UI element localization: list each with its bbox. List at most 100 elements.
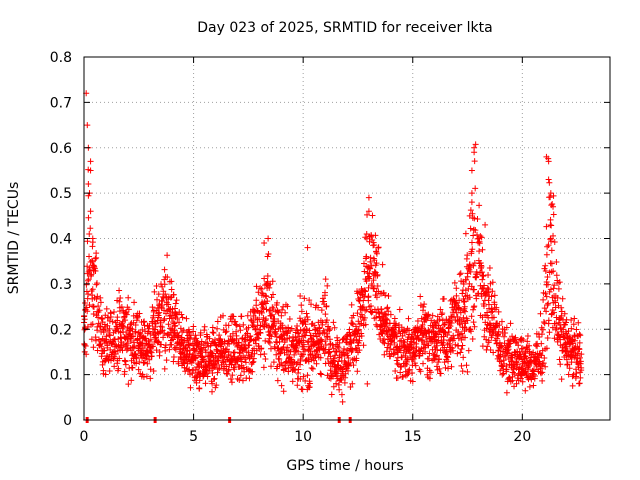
data-point — [140, 319, 147, 326]
data-point — [542, 262, 549, 269]
data-point — [538, 331, 545, 338]
data-point — [200, 344, 207, 351]
data-point — [564, 361, 571, 368]
data-point — [409, 378, 416, 385]
data-point — [304, 313, 311, 320]
data-point — [153, 283, 160, 290]
data-point — [265, 235, 272, 242]
data-point — [577, 332, 584, 339]
data-point — [84, 308, 91, 315]
data-point — [385, 324, 392, 331]
data-point — [134, 335, 141, 342]
data-point — [576, 331, 583, 338]
data-point — [331, 355, 338, 362]
data-point — [334, 334, 341, 341]
x-tick-label: 10 — [294, 429, 312, 445]
data-point — [214, 325, 221, 332]
data-point — [238, 358, 245, 365]
data-point — [162, 291, 169, 298]
data-point — [354, 310, 361, 317]
data-point — [134, 314, 141, 321]
data-point — [225, 348, 232, 355]
data-point — [301, 295, 308, 302]
data-point — [139, 355, 146, 362]
data-point — [282, 365, 289, 372]
data-point — [282, 309, 289, 316]
data-point — [237, 327, 244, 334]
data-point — [264, 298, 271, 305]
data-point — [419, 321, 426, 328]
data-point — [398, 354, 405, 361]
y-tick-label: 0.8 — [50, 50, 72, 66]
data-point — [551, 282, 558, 289]
data-point — [139, 326, 146, 333]
data-point — [497, 353, 504, 360]
data-point — [458, 318, 465, 325]
data-point — [206, 335, 213, 342]
data-point — [553, 320, 560, 327]
data-point — [405, 315, 412, 322]
data-point — [464, 368, 471, 375]
data-point — [519, 345, 526, 352]
data-point — [285, 368, 292, 375]
data-point — [122, 361, 129, 368]
data-point — [553, 272, 560, 279]
data-point — [253, 297, 260, 304]
data-point — [89, 235, 96, 242]
data-point — [175, 360, 182, 367]
data-point — [490, 314, 497, 321]
data-point — [370, 285, 377, 292]
data-point — [317, 370, 324, 377]
data-point — [488, 293, 495, 300]
data-point — [474, 216, 481, 223]
data-point — [443, 348, 450, 355]
data-point — [274, 377, 281, 384]
data-point — [164, 252, 171, 259]
data-point — [379, 330, 386, 337]
data-point — [92, 255, 99, 262]
data-point — [314, 351, 321, 358]
data-point — [420, 360, 427, 367]
data-point — [400, 338, 407, 345]
data-point — [458, 362, 465, 369]
data-point — [409, 370, 416, 377]
data-point — [153, 347, 160, 354]
data-point — [400, 373, 407, 380]
data-point — [506, 374, 513, 381]
data-point — [263, 293, 270, 300]
data-point — [122, 317, 129, 324]
data-point — [183, 348, 190, 355]
data-point — [225, 367, 232, 374]
data-point — [146, 322, 153, 329]
data-point — [526, 383, 533, 390]
data-point — [468, 328, 475, 335]
data-point — [258, 286, 265, 293]
data-point — [116, 298, 123, 305]
data-point — [213, 362, 220, 369]
data-point — [543, 279, 550, 286]
data-point — [456, 297, 463, 304]
data-point — [476, 202, 483, 209]
data-point — [202, 380, 209, 387]
data-point — [457, 309, 464, 316]
data-point — [123, 311, 130, 318]
data-point — [347, 359, 354, 366]
data-point — [230, 349, 237, 356]
data-point — [497, 358, 504, 365]
data-point — [141, 359, 148, 366]
data-point — [308, 365, 315, 372]
data-point — [123, 329, 130, 336]
data-point — [391, 329, 398, 336]
data-point — [426, 350, 433, 357]
data-point — [125, 381, 132, 388]
data-point — [346, 326, 353, 333]
data-point — [556, 356, 563, 363]
data-point — [468, 190, 475, 197]
data-point — [279, 324, 286, 331]
data-point — [121, 368, 128, 375]
data-point — [266, 339, 273, 346]
data-point — [168, 278, 175, 285]
data-point — [382, 292, 389, 299]
data-point — [486, 265, 493, 272]
data-point — [209, 380, 216, 387]
